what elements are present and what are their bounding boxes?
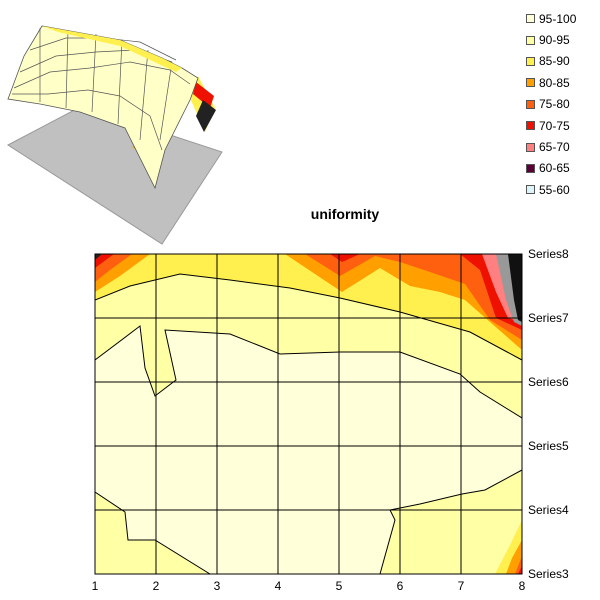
chart-title: uniformity — [310, 206, 380, 222]
x-tick-label: 1 — [92, 579, 99, 593]
legend-item: 85-90 — [526, 51, 576, 72]
legend-label: 70-75 — [539, 118, 570, 133]
plot-frame — [94, 253, 523, 575]
band-black-top-left — [95, 254, 102, 260]
legend-label: 80-85 — [539, 75, 570, 90]
series-tick-label: Series6 — [528, 375, 569, 389]
legend-label: 90-95 — [539, 33, 570, 48]
legend-swatch — [526, 142, 535, 152]
legend: 95-100 90-95 85-90 80-85 75-80 70-75 65-70 60-6… — [526, 8, 576, 201]
legend-swatch — [526, 99, 535, 109]
contour-line-85 — [95, 273, 522, 361]
legend-swatch — [526, 14, 535, 24]
legend-swatch — [526, 78, 535, 88]
x-tick-label: 4 — [275, 579, 282, 593]
legend-item: 90-95 — [526, 29, 576, 50]
legend-item: 70-75 — [526, 115, 576, 136]
band-75-80-top-center — [305, 254, 522, 340]
legend-label: 75-80 — [539, 97, 570, 112]
legend-label: 55-60 — [539, 182, 570, 197]
series-tick-label: Series8 — [528, 247, 569, 261]
legend-item: 65-70 — [526, 136, 576, 157]
y-axis-ticks: Series3 Series4 Series5 Series6 Series7 Serie… — [528, 247, 569, 581]
legend-item: 60-65 — [526, 158, 576, 179]
band-80-85-bottom-right — [506, 540, 522, 574]
gridlines — [95, 254, 522, 574]
legend-label: 65-70 — [539, 140, 570, 155]
series-tick-label: Series5 — [528, 439, 569, 453]
band-70-75-bottom-right — [518, 566, 522, 574]
x-axis-ticks: 1 2 3 4 5 6 7 8 — [92, 579, 526, 593]
x-tick-label: 2 — [153, 579, 160, 593]
legend-label: 85-90 — [539, 54, 570, 69]
surface-yellow-edge — [42, 26, 182, 72]
x-tick-label: 6 — [397, 579, 404, 593]
legend-item: 55-60 — [526, 179, 576, 200]
x-tick-label: 5 — [336, 579, 343, 593]
x-tick-label: 3 — [214, 579, 221, 593]
band-70-75-top-left — [95, 254, 114, 268]
legend-label: 60-65 — [539, 161, 570, 176]
legend-swatch — [526, 121, 535, 131]
legend-swatch — [526, 56, 535, 66]
legend-swatch — [526, 163, 535, 173]
x-tick-label: 7 — [458, 579, 465, 593]
series-tick-label: Series7 — [528, 311, 569, 325]
series-tick-label: Series3 — [528, 567, 569, 581]
surface-dark-band — [196, 100, 216, 132]
x-tick-label: 8 — [519, 579, 526, 593]
legend-item: 95-100 — [526, 8, 576, 29]
surface-red-band — [193, 82, 214, 108]
legend-swatch — [526, 35, 535, 45]
band-95-100-center — [95, 325, 522, 574]
legend-swatch — [526, 185, 535, 195]
band-black-right — [508, 254, 522, 322]
series-tick-label: Series4 — [528, 503, 569, 517]
legend-item: 75-80 — [526, 94, 576, 115]
legend-label: 95-100 — [539, 11, 577, 26]
legend-item: 80-85 — [526, 72, 576, 93]
